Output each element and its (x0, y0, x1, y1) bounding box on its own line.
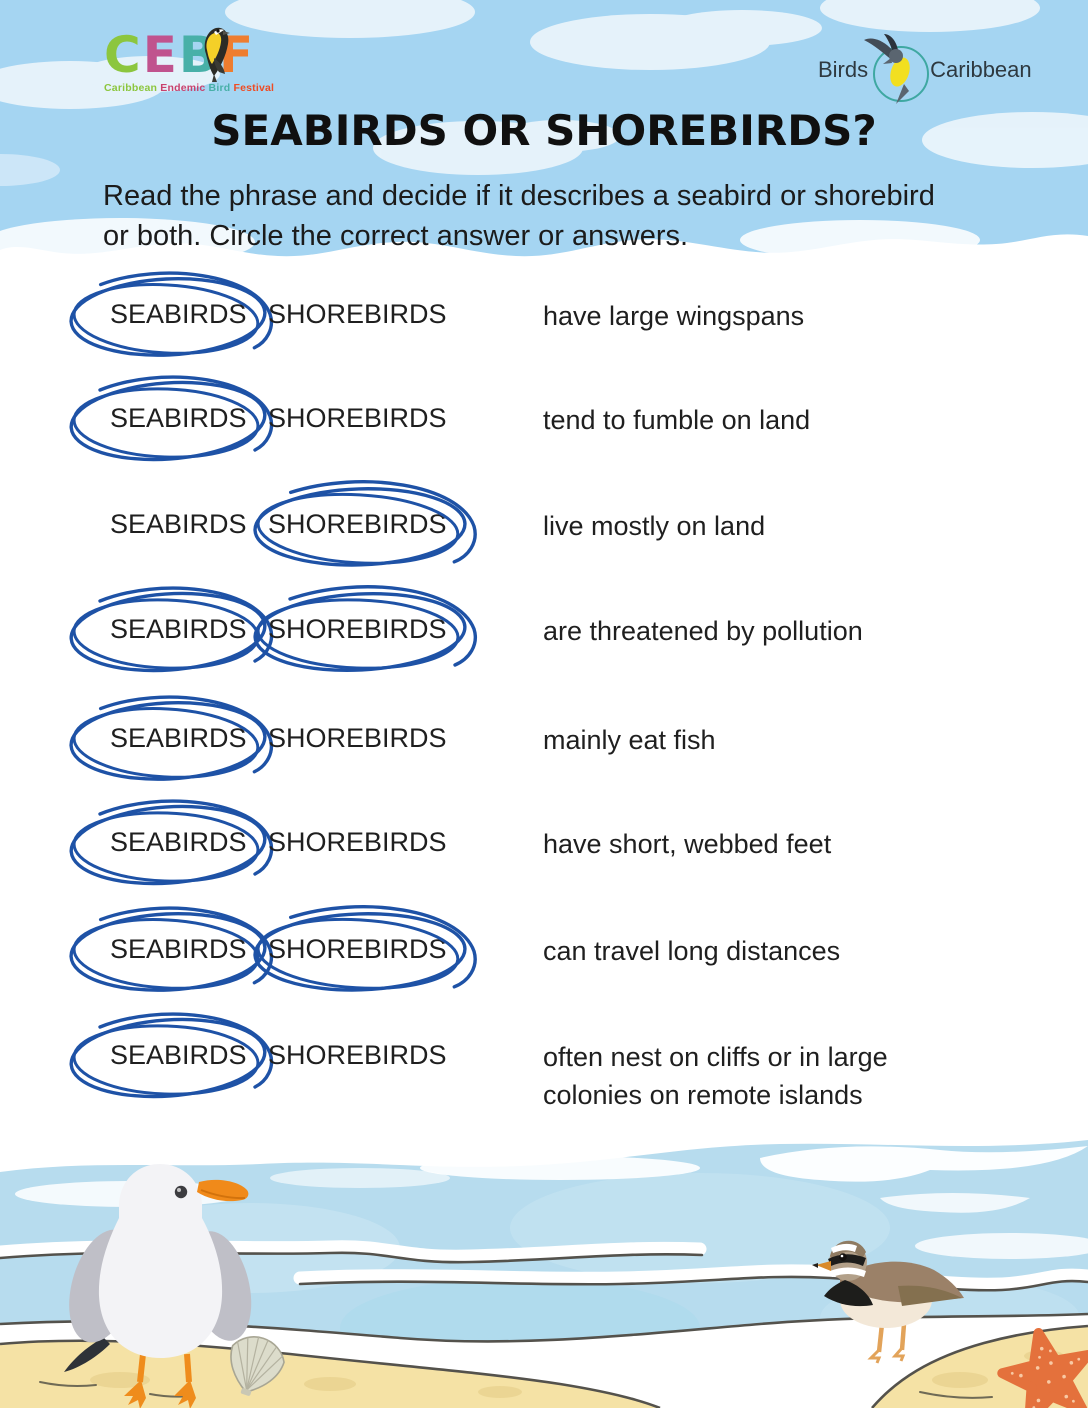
cebf-subtitle-word: Endemic (160, 82, 209, 94)
worksheet-row: SEABIRDS SHOREBIRDS are threatened by po… (0, 585, 1088, 677)
option-shorebirds-label: SHOREBIRDS (268, 934, 447, 964)
hummingbird-icon (864, 34, 930, 104)
instructions: Read the phrase and decide if it describ… (103, 176, 1003, 256)
option-shorebirds[interactable]: SHOREBIRDS (268, 1038, 447, 1072)
option-seabirds-label: SEABIRDS (110, 1040, 247, 1070)
option-seabirds[interactable]: SEABIRDS (110, 507, 247, 541)
option-seabirds[interactable]: SEABIRDS (66, 585, 274, 677)
cebf-logo: CEBF Caribbean Endemic Bird Festival (104, 27, 274, 94)
worksheet-row: SEABIRDS SHOREBIRDS live mostly on land (0, 477, 1088, 575)
instructions-line2: or both. Circle the correct answer or an… (103, 220, 689, 252)
option-seabirds-label: SEABIRDS (110, 509, 247, 539)
option-seabirds-label: SEABIRDS (110, 827, 247, 857)
page-title: SEABIRDS OR SHOREBIRDS? (211, 106, 877, 155)
row-phrase: tend to fumble on land (543, 405, 811, 435)
bananaquit-icon (204, 27, 230, 82)
row-phrase: have large wingspans (543, 301, 805, 331)
option-seabirds[interactable]: SEABIRDS (65, 268, 275, 365)
row-phrase: often nest on cliffs or in large colonie… (543, 1042, 888, 1110)
option-seabirds-label: SEABIRDS (110, 614, 247, 644)
option-shorebirds-label: SHOREBIRDS (268, 827, 447, 857)
option-shorebirds[interactable]: SHOREBIRDS (268, 401, 447, 435)
cebf-subtitle: Caribbean Endemic Bird Festival (104, 82, 274, 94)
option-shorebirds-label: SHOREBIRDS (268, 299, 447, 329)
birdscaribbean-logo: Birds Caribbean (818, 34, 1032, 106)
cebf-letter: C (104, 26, 143, 84)
option-shorebirds[interactable]: SHOREBIRDS (250, 902, 478, 1000)
option-shorebirds[interactable]: SHOREBIRDS (250, 477, 478, 575)
option-shorebirds-label: SHOREBIRDS (268, 403, 447, 433)
option-seabirds[interactable]: SEABIRDS (65, 692, 275, 789)
worksheet-row: SEABIRDS SHOREBIRDS can travel long dist… (0, 902, 1088, 1000)
option-shorebirds[interactable]: SHOREBIRDS (268, 297, 447, 331)
option-shorebirds-label: SHOREBIRDS (268, 614, 447, 644)
beach-illustration (0, 1140, 1088, 1408)
cebf-letter: E (142, 26, 179, 84)
scallop-shell (230, 1336, 285, 1396)
cebf-subtitle-word: Caribbean (104, 82, 161, 94)
worksheet-row: SEABIRDS SHOREBIRDS have short, webbed f… (0, 798, 1088, 890)
row-phrase: are threatened by pollution (543, 616, 863, 646)
row-phrase: can travel long distances (543, 936, 841, 966)
instructions-line1: Read the phrase and decide if it describ… (103, 180, 935, 212)
cebf-subtitle-word: Bird (208, 82, 234, 94)
option-seabirds-label: SEABIRDS (110, 403, 247, 433)
worksheet-row: SEABIRDS SHOREBIRDS have large wingspans (0, 268, 1088, 365)
cebf-letters: CEBF (104, 30, 264, 80)
option-shorebirds-label: SHOREBIRDS (268, 723, 447, 753)
option-shorebirds[interactable]: SHOREBIRDS (268, 721, 447, 755)
option-seabirds[interactable]: SEABIRDS (66, 1011, 274, 1103)
option-shorebirds-label: SHOREBIRDS (268, 1040, 447, 1070)
seagull-illustration (64, 1164, 252, 1408)
option-shorebirds[interactable]: SHOREBIRDS (268, 825, 447, 859)
option-seabirds[interactable]: SEABIRDS (65, 903, 275, 1000)
row-phrase: live mostly on land (543, 511, 766, 541)
worksheet-row: SEABIRDS SHOREBIRDS often nest on cliffs… (0, 1011, 1088, 1110)
option-seabirds[interactable]: SEABIRDS (66, 374, 274, 466)
plover-illustration (812, 1240, 964, 1364)
option-seabirds-label: SEABIRDS (110, 299, 247, 329)
option-seabirds-label: SEABIRDS (110, 723, 247, 753)
row-phrase: have short, webbed feet (543, 829, 832, 859)
option-seabirds-label: SEABIRDS (110, 934, 247, 964)
option-shorebirds[interactable]: SHOREBIRDS (251, 585, 478, 677)
birdscaribbean-word-left: Birds (818, 57, 869, 82)
cebf-subtitle-word: Festival (233, 82, 275, 94)
worksheet-row: SEABIRDS SHOREBIRDS mainly eat fish (0, 692, 1088, 789)
sky-illustration (0, 0, 1088, 266)
row-phrase: mainly eat fish (543, 725, 716, 755)
worksheet-row: SEABIRDS SHOREBIRDS tend to fumble on la… (0, 374, 1088, 466)
birdscaribbean-word-right: Caribbean (930, 57, 1032, 82)
option-shorebirds-label: SHOREBIRDS (268, 509, 447, 539)
option-seabirds[interactable]: SEABIRDS (66, 798, 274, 890)
starfish (997, 1328, 1088, 1408)
